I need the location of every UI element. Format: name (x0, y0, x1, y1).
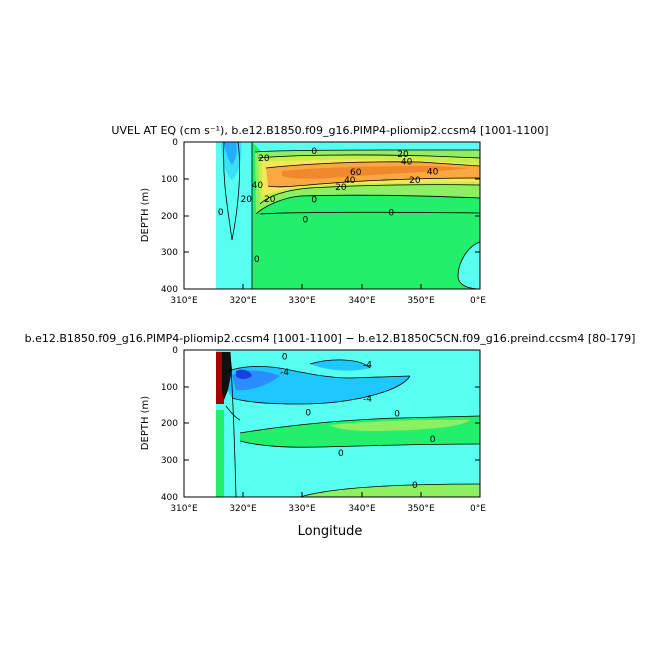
top-contour-label: 20 (258, 154, 270, 164)
top-ytick-100: 100 (161, 175, 178, 185)
bottom-contour-label: -4 (363, 395, 372, 405)
bottom-contour-label: -4 (280, 368, 289, 378)
bottom-xtick-330: 330°E (288, 504, 316, 514)
top-plot-area (184, 142, 480, 289)
bottom-xtick-310: 310°E (170, 504, 198, 514)
top-contour-label: 0 (311, 196, 317, 206)
top-contour-label: 40 (252, 181, 264, 191)
top-ytick-200: 200 (161, 212, 178, 222)
bottom-xtick-0: 0°E (470, 504, 486, 514)
top-ytick-300: 300 (161, 248, 178, 258)
bottom-lightgreen-core (330, 419, 470, 431)
top-contour-label: 20 (264, 195, 276, 205)
bottom-west-green (216, 410, 224, 497)
bottom-lightgreen-deep (300, 484, 480, 497)
top-ylabel: DEPTH (m) (140, 188, 151, 242)
panel-top: UVEL AT EQ (cm s⁻¹), b.e12.B1850.f09_g16… (111, 124, 548, 306)
bottom-contour-lines (225, 351, 480, 497)
top-contour-label: 0 (311, 147, 317, 157)
top-contour-label: 40 (401, 158, 413, 168)
top-contour-label: 20 (335, 183, 347, 193)
top-deep-cyan-bump (458, 242, 480, 289)
bottom-y-axis: 0 100 200 300 400 DEPTH (m) (140, 346, 480, 503)
top-contour-label: 0 (218, 208, 224, 218)
bottom-contour-label: -4 (363, 361, 372, 371)
bottom-plot-area (184, 350, 480, 497)
top-contour-label: 0 (388, 209, 394, 219)
bottom-contour-label: 0 (430, 435, 436, 445)
bottom-ytick-0: 0 (172, 346, 178, 356)
top-contour-label: 20 (397, 150, 409, 160)
top-contour-label: 40 (427, 167, 439, 177)
top-xtick-330: 330°E (288, 296, 316, 306)
top-xtick-340: 340°E (348, 296, 376, 306)
top-y-axis: 0 100 200 300 400 DEPTH (m) (140, 138, 480, 295)
bottom-contour-label: 0 (305, 409, 311, 419)
top-contour-lines (223, 142, 480, 289)
top-xtick-0: 0°E (470, 296, 486, 306)
top-x-axis: 310°E 320°E 330°E 340°E 350°E 0°E (170, 284, 486, 306)
bottom-contour-label: 0 (338, 449, 344, 459)
top-contour-label: 60 (350, 168, 362, 178)
bottom-ylabel: DEPTH (m) (140, 396, 151, 450)
top-title: UVEL AT EQ (cm s⁻¹), b.e12.B1850.f09_g16… (111, 124, 548, 137)
bottom-contour-labels: -4 0 -4 -4 0 0 0 0 0 (280, 353, 436, 492)
bottom-xtick-350: 350°E (407, 504, 435, 514)
bottom-contour-label: 0 (412, 481, 418, 491)
top-contour-label: 0 (254, 255, 260, 265)
bottom-navy-core (236, 369, 252, 379)
bottom-blue-upper (310, 359, 370, 371)
top-ytick-0: 0 (172, 138, 178, 148)
top-xtick-350: 350°E (407, 296, 435, 306)
bottom-contour-label: 0 (394, 410, 400, 420)
top-xtick-320: 320°E (229, 296, 257, 306)
bottom-xtick-340: 340°E (348, 504, 376, 514)
bottom-title: b.e12.B1850.f09_g16.PIMP4-pliomip2.ccsm4… (25, 332, 636, 345)
bottom-ytick-300: 300 (161, 456, 178, 466)
panel-bottom: b.e12.B1850.f09_g16.PIMP4-pliomip2.ccsm4… (25, 332, 636, 539)
top-contour-label: 20 (240, 195, 252, 205)
bottom-xtick-320: 320°E (229, 504, 257, 514)
bottom-contour-label: 0 (282, 353, 288, 363)
bottom-ytick-400: 400 (161, 493, 178, 503)
bottom-ytick-100: 100 (161, 383, 178, 393)
top-contour-label: 20 (409, 176, 421, 186)
top-ytick-400: 400 (161, 285, 178, 295)
top-cyan-upper (252, 142, 480, 152)
top-lightblue-jet (221, 142, 242, 180)
bottom-red-patch (216, 352, 224, 404)
bottom-dark-patch (222, 352, 232, 400)
top-xtick-310: 310°E (170, 296, 198, 306)
bottom-xlabel: Longitude (298, 524, 363, 539)
top-darkorange-core (282, 166, 470, 179)
top-contour-label: 0 (303, 216, 309, 226)
bottom-x-axis: 310°E 320°E 330°E 340°E 350°E 0°E Longit… (170, 492, 486, 539)
top-contour-label: 40 (344, 176, 356, 186)
bottom-ytick-200: 200 (161, 419, 178, 429)
